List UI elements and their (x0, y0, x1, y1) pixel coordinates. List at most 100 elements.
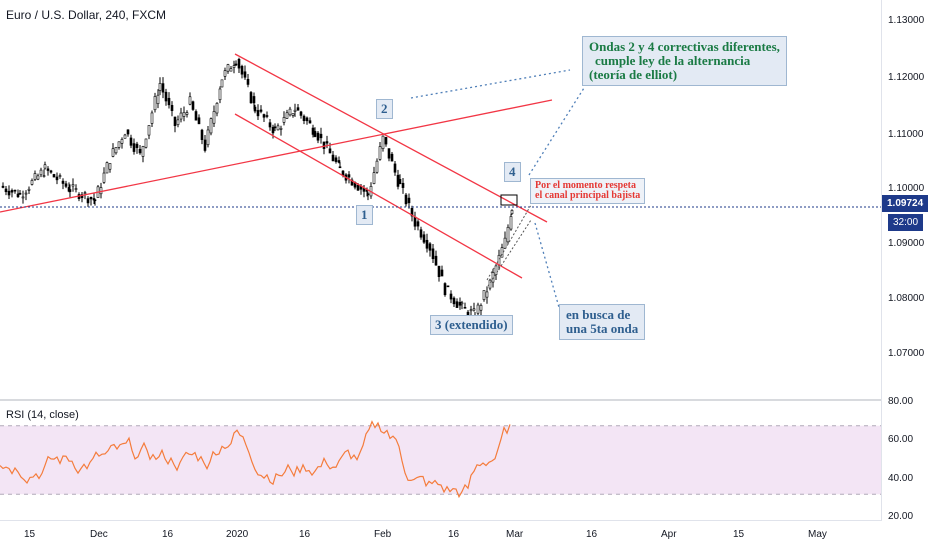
candle-body (452, 297, 456, 305)
candle-body (479, 305, 483, 311)
candle-body (296, 107, 300, 111)
alternation-note-line: cumple ley de la alternancia (595, 53, 751, 68)
price-tick: 1.10000 (888, 183, 925, 194)
candle-body (111, 148, 115, 157)
channel-projection-dotted (487, 219, 532, 287)
candle-body (387, 148, 391, 159)
rsi-series (0, 420, 511, 499)
channel-note-line: el canal principal bajista (535, 190, 641, 201)
candle-body (1, 185, 5, 188)
candle-body (440, 269, 444, 277)
candle-body (449, 293, 453, 300)
candle-body (237, 58, 241, 69)
candle-body (299, 111, 303, 116)
price-tick: 1.11000 (888, 129, 924, 140)
fifth-wave-note: en busca de una 5ta onda (559, 304, 646, 340)
candle-body (491, 272, 495, 283)
candle-body (141, 146, 145, 157)
candle-body (372, 172, 376, 184)
candle-body (39, 169, 43, 176)
candle-body (259, 109, 263, 112)
candle-body (443, 283, 447, 296)
time-label: Apr (661, 529, 677, 540)
price-axis[interactable]: 1.13000 1.12000 1.11000 1.10000 1.09000 … (881, 0, 932, 400)
candle-body (194, 111, 198, 121)
candle-body (164, 91, 168, 102)
candle-body (262, 114, 266, 118)
candle-body (105, 162, 109, 174)
candle-body (401, 182, 405, 188)
candle-body (419, 229, 423, 238)
time-label: 16 (162, 529, 174, 540)
candle-body (240, 65, 244, 75)
candle-body (138, 148, 142, 154)
candle-body (460, 302, 464, 305)
candle-body (114, 146, 118, 154)
candle-body (18, 192, 22, 195)
candle-body (126, 129, 130, 135)
candle-body (437, 265, 441, 277)
candle-body (328, 148, 332, 154)
alternation-note-line: (teoría de elliot) (589, 67, 678, 82)
rsi-axis[interactable]: 80.00 60.00 40.00 20.00 (881, 396, 932, 522)
candle-body (58, 175, 62, 177)
candle-body (226, 64, 230, 72)
candle-body (362, 188, 366, 192)
candle-body (232, 65, 236, 68)
candle-body (325, 141, 329, 144)
candle-body (30, 180, 34, 185)
time-axis[interactable]: 15 Dec 16 2020 16 Feb 16 Mar 16 Apr 15 M… (0, 520, 882, 551)
candle-body (68, 189, 72, 192)
candle-body (381, 135, 385, 149)
rsi-tick: 80.00 (888, 396, 914, 407)
candle-body (271, 126, 275, 134)
countdown-badge: 32:00 (888, 214, 924, 231)
candle-body (285, 112, 289, 119)
time-label: 2020 (226, 529, 249, 540)
candle-body (293, 109, 297, 112)
wave-label-1: 1 (356, 205, 373, 225)
candle-body (422, 234, 426, 243)
channel-note-line: Por el momento respeta (535, 180, 636, 191)
fifth-wave-note-line: una 5ta onda (566, 321, 639, 336)
candle-body (416, 221, 420, 227)
candle-body (356, 184, 360, 191)
candle-body (276, 125, 280, 131)
candle-body (316, 132, 320, 141)
candle-body (64, 183, 68, 187)
candle-body (21, 196, 25, 199)
candle-body (93, 199, 97, 202)
candle-body (253, 106, 257, 112)
candle-body (265, 115, 269, 117)
candle-body (129, 137, 133, 146)
candle-body (243, 71, 247, 78)
candle-body (191, 101, 195, 110)
pointer-dotted-line (528, 87, 585, 176)
candle-body (273, 126, 277, 129)
candle-body (469, 309, 473, 312)
time-label: 15 (24, 529, 36, 540)
alternation-note: Ondas 2 y 4 correctivas diferentes, cump… (582, 36, 787, 86)
alternation-note-line: Ondas 2 y 4 correctivas diferentes, (589, 39, 780, 54)
candle-body (71, 184, 75, 187)
candle-body (494, 265, 498, 275)
candle-body (500, 247, 504, 258)
candle-body (135, 143, 139, 148)
candle-body (74, 188, 78, 190)
price-tick: 1.13000 (888, 15, 925, 26)
rsi-band (0, 425, 882, 495)
candle-body (117, 141, 121, 148)
candle-body (407, 197, 411, 204)
candle-body (446, 285, 450, 288)
candle-body (288, 108, 292, 116)
chart-title: Euro / U.S. Dollar, 240, FXCM (6, 8, 167, 22)
candle-body (390, 153, 394, 162)
candle-body (256, 110, 260, 117)
candle-body (206, 129, 210, 146)
candle-body (16, 193, 20, 198)
candle-body (223, 70, 227, 77)
candle-body (378, 146, 382, 160)
candles (1, 57, 514, 321)
time-label: Dec (90, 529, 108, 540)
